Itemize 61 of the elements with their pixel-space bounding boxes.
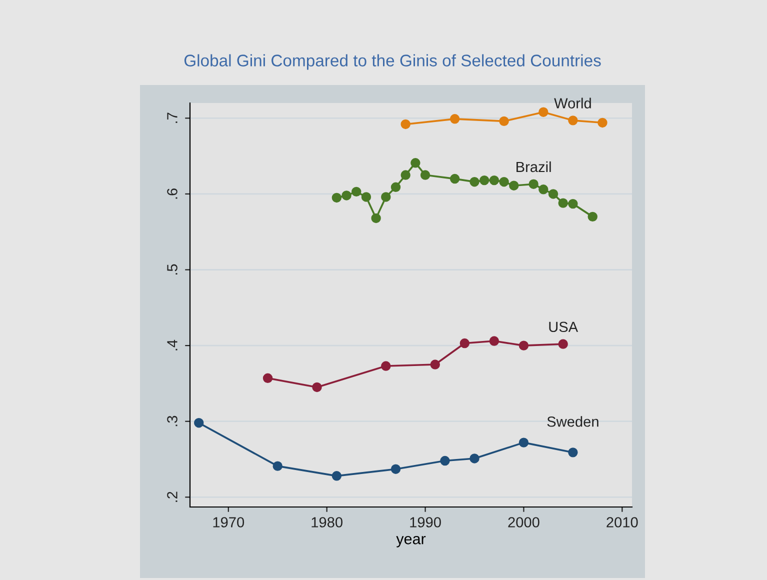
point <box>352 186 362 197</box>
point <box>332 471 342 481</box>
x-tick-label: 1980 <box>312 517 342 528</box>
point <box>400 119 410 130</box>
point <box>470 454 480 464</box>
point <box>460 338 470 348</box>
point <box>342 190 352 200</box>
point <box>390 464 401 474</box>
point <box>381 361 391 371</box>
x-tick-label: 1990 <box>410 517 441 528</box>
point <box>381 192 391 202</box>
point <box>479 175 490 186</box>
x-axis-title: year <box>396 536 426 548</box>
point <box>489 175 500 186</box>
x-tick-label: 2000 <box>508 517 540 528</box>
point <box>538 107 548 117</box>
point <box>440 456 450 466</box>
y-tick-label: .7 <box>167 112 178 123</box>
y-tick-label: .4 <box>167 340 178 350</box>
series-label: Sweden <box>547 416 598 427</box>
x-tick-label: 1970 <box>213 517 244 528</box>
y-tick-label: .5 <box>167 264 178 275</box>
point <box>489 336 500 346</box>
point <box>262 373 273 384</box>
point <box>272 461 282 471</box>
point <box>548 189 558 199</box>
point <box>558 339 568 349</box>
y-tick-label: .3 <box>167 416 178 426</box>
point <box>518 438 529 448</box>
x-tick-label: 2010 <box>606 517 638 528</box>
y-tick-label: .2 <box>167 492 178 502</box>
chart-title: Global Gini Compared to the Ginis of Selected Countries <box>184 54 601 70</box>
point <box>588 212 598 222</box>
point <box>499 116 509 126</box>
point <box>410 158 420 168</box>
point <box>568 198 578 209</box>
point <box>430 360 440 370</box>
point <box>499 176 509 187</box>
point <box>312 382 322 392</box>
point <box>400 170 410 180</box>
point <box>568 448 578 458</box>
point <box>538 184 548 194</box>
series-label: World <box>554 98 591 108</box>
point <box>598 118 608 128</box>
point <box>390 182 401 192</box>
point <box>568 116 578 126</box>
point <box>528 179 538 189</box>
series-label: Brazil <box>516 161 551 172</box>
point <box>450 114 460 124</box>
point <box>361 192 372 202</box>
point <box>450 174 460 184</box>
point <box>371 213 381 224</box>
point <box>194 418 204 428</box>
point <box>509 180 519 190</box>
point <box>558 198 568 208</box>
y-tick-label: .6 <box>167 188 178 199</box>
point <box>518 340 529 350</box>
series-label: USA <box>549 322 578 332</box>
point <box>470 176 480 187</box>
point <box>420 170 430 180</box>
point <box>332 192 342 203</box>
